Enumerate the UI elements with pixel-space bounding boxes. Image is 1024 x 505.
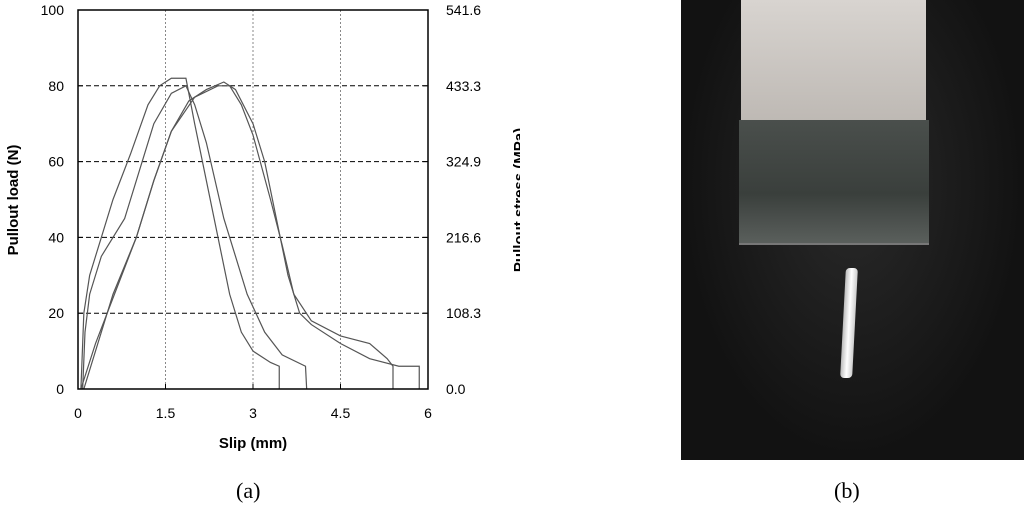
y-tick-label: 100 — [41, 2, 65, 18]
caption-a: (a) — [236, 478, 261, 503]
y2-tick-label: 108.3 — [446, 305, 481, 321]
y-tick-label: 40 — [48, 229, 64, 245]
caption-b: (b) — [834, 478, 860, 503]
specimen-photo — [681, 0, 1024, 460]
x-tick-label: 0 — [74, 405, 82, 421]
x-tick-label: 4.5 — [331, 405, 351, 421]
x-axis-label: Slip (mm) — [219, 435, 287, 452]
y2-axis-label: Pullout stress (MPa) — [511, 128, 520, 272]
x-tick-label: 1.5 — [156, 405, 176, 421]
specimen-block-top — [741, 0, 926, 125]
y-axis-label: Pullout load (N) — [5, 145, 22, 256]
y2-tick-label: 216.6 — [446, 229, 481, 245]
x-tick-label: 6 — [424, 405, 432, 421]
y2-tick-label: 0.0 — [446, 381, 466, 397]
series-line-2 — [82, 84, 308, 390]
y2-tick-label: 433.3 — [446, 78, 481, 94]
plot-frame — [77, 9, 429, 390]
y-tick-label: 80 — [48, 78, 64, 94]
x-tick-label: 3 — [249, 405, 257, 421]
series-line-4 — [80, 85, 394, 390]
specimen-block-face — [739, 120, 929, 245]
y2-tick-label: 541.6 — [446, 2, 481, 18]
y-tick-label: 20 — [48, 305, 64, 321]
y-tick-label: 0 — [56, 381, 64, 397]
fiber — [840, 268, 858, 378]
y-tick-label: 60 — [48, 154, 64, 170]
series-line-1 — [80, 77, 280, 390]
y2-tick-label: 324.9 — [446, 154, 481, 170]
